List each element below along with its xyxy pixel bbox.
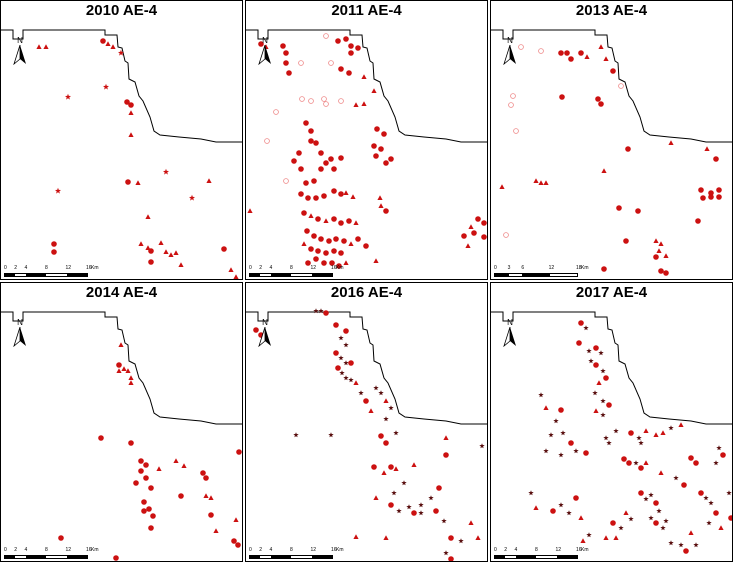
incident-markers <box>253 308 485 561</box>
scale-bar: 0 2 4 8 12 16 Km <box>249 265 344 277</box>
coastline <box>491 29 732 143</box>
north-label: N <box>262 318 268 327</box>
scale-tick-label: 12 <box>310 547 317 553</box>
north-arrow-icon: N <box>501 37 519 70</box>
panel-title: 2017 AE-4 <box>575 284 648 301</box>
scale-tick-label: 16 <box>331 547 337 553</box>
map-canvas <box>246 29 487 269</box>
scale-tick-label: 2 <box>259 547 263 553</box>
map-panel-2017: 2017 AE-4 N 0 2 4 8 12 16 Km <box>490 282 733 562</box>
panel-title: 2011 AE-4 <box>331 2 402 19</box>
scale-tick-label: 12 <box>310 265 317 271</box>
map-canvas <box>491 311 732 554</box>
coastline <box>491 311 732 425</box>
coastline <box>246 29 487 143</box>
scale-tick-label: 2 <box>259 265 263 271</box>
map-panel-2011: 2011 AE-4 N 0 2 4 8 12 16 Km <box>245 0 488 280</box>
scale-tick-label: 6 <box>521 265 525 271</box>
scale-tick-label: 2 <box>504 547 508 553</box>
scale-tick-label: 8 <box>535 547 538 553</box>
north-arrow-icon: N <box>11 37 29 70</box>
map-canvas <box>246 308 487 561</box>
scale-tick-label: 16 <box>576 547 582 553</box>
scale-bar: 0 2 4 8 12 16 Km <box>4 265 99 277</box>
scale-tick-label: 4 <box>24 265 28 271</box>
scale-tick-label: 3 <box>507 265 511 271</box>
scale-unit-label: Km <box>91 547 99 553</box>
scale-unit-label: Km <box>91 265 99 271</box>
scale-tick-label: 4 <box>514 547 518 553</box>
incident-markers <box>58 342 242 561</box>
scale-tick-label: 0 <box>4 265 7 271</box>
map-canvas <box>491 29 732 276</box>
north-arrow-icon: N <box>501 319 519 352</box>
scale-tick-label: 4 <box>24 547 28 553</box>
scale-unit-label: Km <box>581 547 589 553</box>
incident-markers <box>499 44 722 276</box>
north-label: N <box>507 36 513 45</box>
scale-bar: 0 3 6 12 18 Km <box>494 265 589 277</box>
scale-tick-label: 12 <box>548 265 555 271</box>
scale-tick-label: 18 <box>576 265 582 271</box>
scale-tick-label: 8 <box>45 265 48 271</box>
scale-tick-label: 2 <box>14 547 18 553</box>
north-label: N <box>262 36 268 45</box>
scale-unit-label: Km <box>336 265 344 271</box>
incident-markers <box>528 320 732 554</box>
coastline <box>1 311 242 425</box>
scale-tick-label: 2 <box>14 265 18 271</box>
scale-tick-label: 0 <box>494 547 497 553</box>
scale-tick-label: 16 <box>86 265 92 271</box>
north-label: N <box>507 318 513 327</box>
scale-unit-label: Km <box>581 265 589 271</box>
scale-tick-label: 12 <box>555 547 562 553</box>
scale-bar: 0 2 4 8 12 16 Km <box>494 547 589 559</box>
north-label: N <box>17 318 23 327</box>
map-panel-2014: 2014 AE-4 N 0 2 4 8 12 16 Km <box>0 282 243 562</box>
scale-tick-label: 8 <box>290 547 293 553</box>
scale-tick-label: 8 <box>45 547 48 553</box>
scale-tick-label: 4 <box>269 265 273 271</box>
scale-tick-label: 0 <box>249 265 252 271</box>
panel-title: 2016 AE-4 <box>330 284 403 301</box>
scale-tick-label: 12 <box>65 265 72 271</box>
scale-tick-label: 0 <box>4 547 7 553</box>
coastline <box>1 29 242 143</box>
north-label: N <box>17 36 23 45</box>
scale-bar: 0 2 4 8 12 16 Km <box>4 547 99 559</box>
panel-title: 2014 AE-4 <box>85 284 158 301</box>
scale-tick-label: 4 <box>269 547 273 553</box>
map-canvas <box>1 29 242 279</box>
north-arrow-icon: N <box>256 37 274 70</box>
north-arrow-icon: N <box>11 319 29 352</box>
scale-bar: 0 2 4 8 12 16 Km <box>249 547 344 559</box>
incident-markers <box>36 38 239 279</box>
panel-title: 2013 AE-4 <box>575 2 648 19</box>
coastline <box>246 311 487 425</box>
map-canvas <box>1 311 242 561</box>
scale-tick-label: 8 <box>290 265 293 271</box>
map-panel-2013: 2013 AE-4 N 0 3 6 12 18 Km <box>490 0 733 280</box>
scale-tick-label: 0 <box>494 265 497 271</box>
panel-title: 2010 AE-4 <box>85 2 158 19</box>
scale-tick-label: 12 <box>65 547 72 553</box>
scale-tick-label: 16 <box>331 265 337 271</box>
north-arrow-icon: N <box>256 319 274 352</box>
scale-unit-label: Km <box>336 547 344 553</box>
incident-markers <box>247 33 487 269</box>
scale-tick-label: 0 <box>249 547 252 553</box>
map-panel-2016: 2016 AE-4 N 0 2 4 8 12 16 Km <box>245 282 488 562</box>
map-panel-2010: 2010 AE-4 N 0 2 4 8 12 16 Km <box>0 0 243 280</box>
scale-tick-label: 16 <box>86 547 92 553</box>
